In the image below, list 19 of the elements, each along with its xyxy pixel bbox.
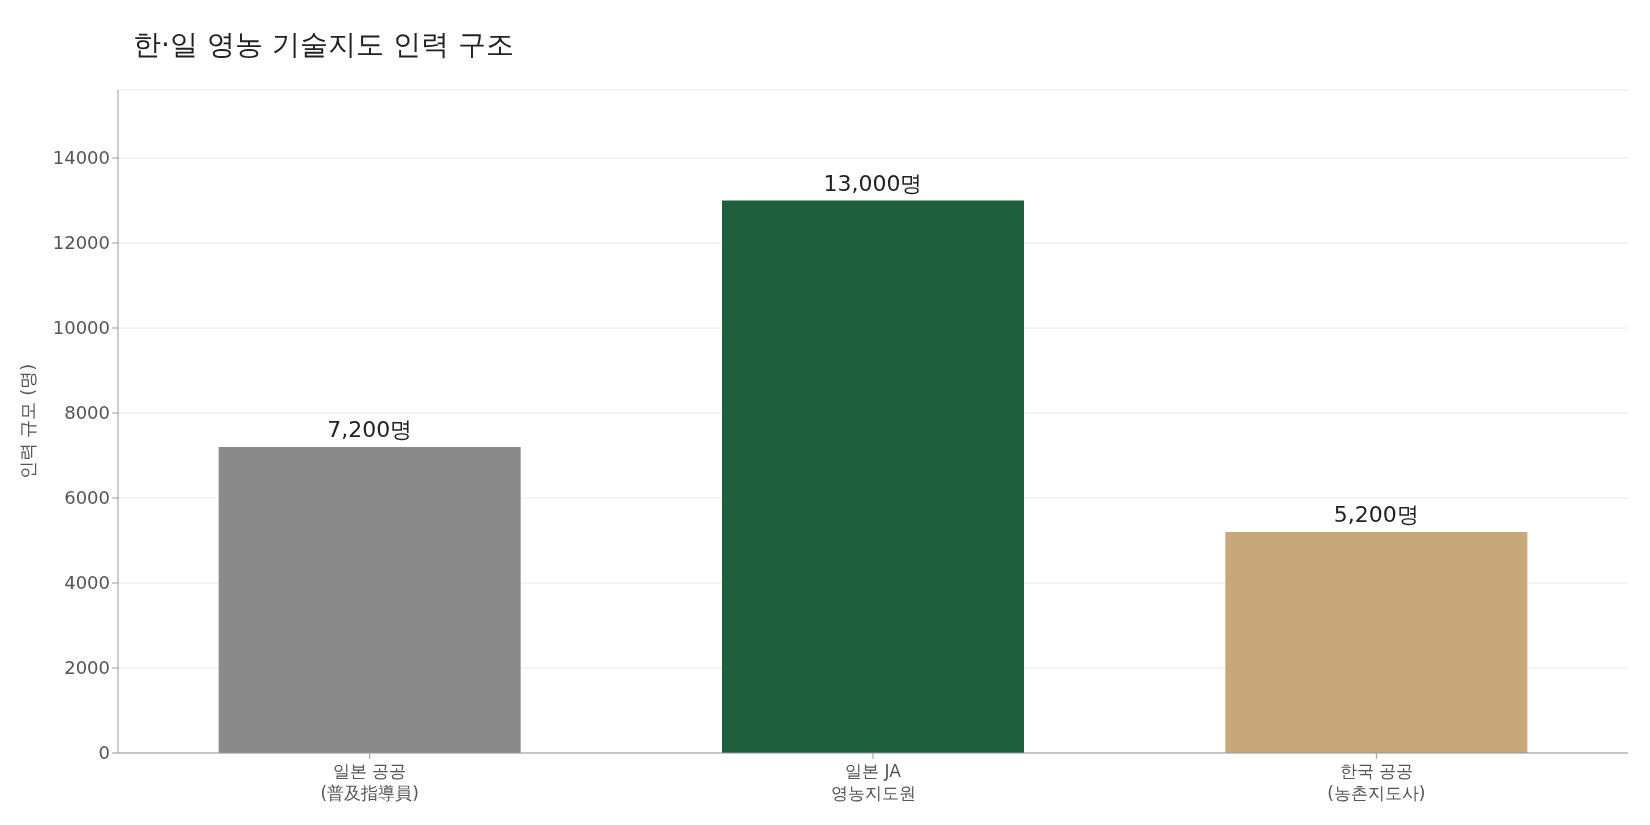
data-label: 13,000명 bbox=[823, 170, 923, 196]
y-axis-title: 인력 규모 (명) bbox=[17, 363, 39, 480]
data-label: 7,200명 bbox=[327, 417, 413, 442]
y-tick-label: 4000 bbox=[64, 572, 110, 594]
bar bbox=[1225, 532, 1528, 753]
y-tick-label: 0 bbox=[98, 742, 110, 764]
x-tick-label: 일본 JA 영농지도원 bbox=[830, 761, 916, 803]
y-tick-label: 10000 bbox=[52, 317, 110, 339]
bar bbox=[218, 447, 521, 753]
y-tick-label: 8000 bbox=[64, 402, 110, 424]
chart-title: 한·일 영농 기술지도 인력 구조 bbox=[133, 27, 514, 63]
data-label: 5,200명 bbox=[1333, 502, 1419, 527]
x-tick-label: 일본 공공 (普及指導員) bbox=[320, 761, 419, 803]
y-tick-label: 12000 bbox=[52, 232, 110, 254]
x-tick-label: 한국 공공 (농촌지도사) bbox=[1327, 761, 1426, 803]
y-tick-label: 2000 bbox=[64, 657, 110, 679]
bar bbox=[722, 200, 1024, 753]
y-tick-label: 6000 bbox=[64, 487, 110, 509]
y-tick-label: 14000 bbox=[52, 147, 110, 169]
